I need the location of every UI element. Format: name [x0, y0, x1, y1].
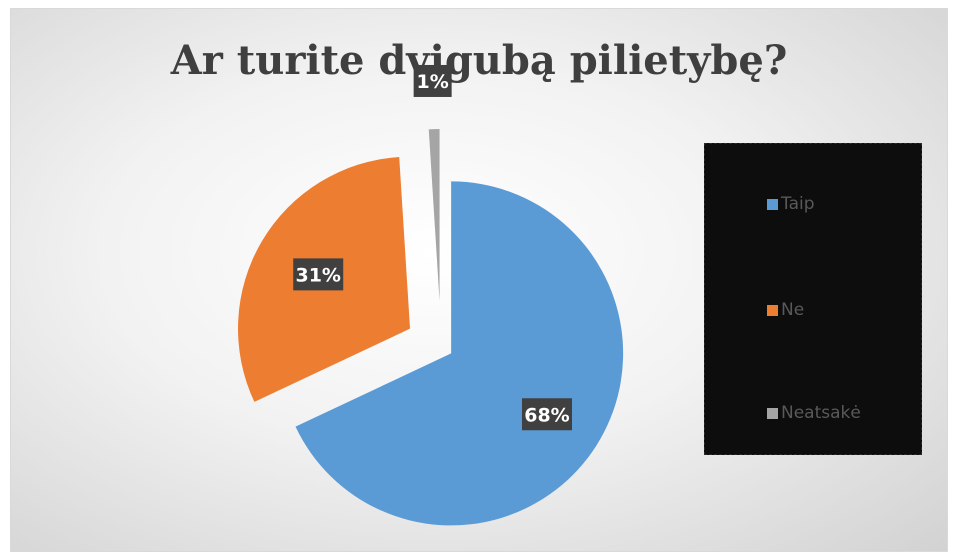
legend-label: Ne	[781, 300, 805, 320]
legend-item-neatsake: Neatsakė	[767, 403, 861, 423]
legend-label: Neatsakė	[781, 403, 861, 423]
data-label-box	[413, 64, 452, 97]
data-label: 31%	[295, 264, 340, 286]
data-label-box	[293, 258, 344, 291]
pie-chart: 68% 31% 1%	[238, 64, 624, 526]
data-label: 1%	[417, 71, 449, 93]
data-label-box	[521, 398, 572, 431]
legend-swatch	[767, 198, 778, 210]
legend-item-ne: Ne	[767, 300, 804, 320]
legend-item-taip: Taip	[767, 194, 815, 214]
legend: Taip Ne Neatsakė	[704, 143, 922, 455]
pie-slice-neatsakė	[428, 129, 440, 302]
data-label: 68%	[524, 404, 569, 426]
legend-swatch	[767, 407, 778, 419]
chart-title: Ar turite dvigubą pilietybę?	[170, 37, 788, 84]
legend-label: Taip	[781, 194, 815, 214]
legend-swatch	[767, 304, 778, 316]
chart-area: Ar turite dvigubą pilietybę? 68% 31% 1% Ta…	[10, 8, 948, 552]
pie-slice-taip	[295, 181, 624, 526]
